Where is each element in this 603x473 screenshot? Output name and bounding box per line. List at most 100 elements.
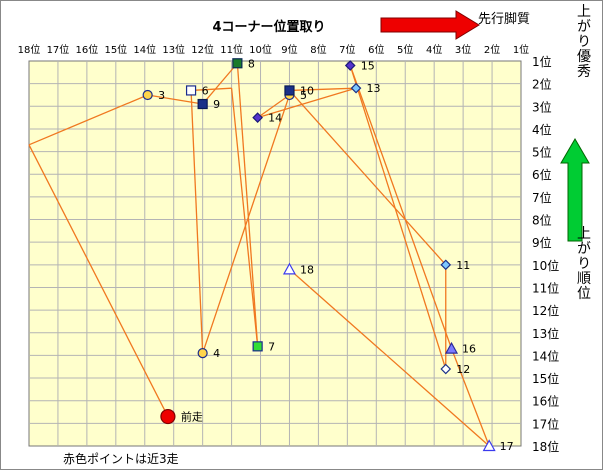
- arrow-right-icon: [380, 10, 480, 40]
- path-segment: [257, 87, 357, 119]
- x-tick-label: 6位: [368, 43, 384, 56]
- point-label: 18: [300, 263, 314, 276]
- x-tick-label: 4位: [426, 43, 442, 56]
- chart-title: 4コーナー位置取り: [212, 19, 325, 35]
- x-tick-label: 15位: [104, 43, 127, 56]
- x-tick-label: 13位: [162, 43, 185, 56]
- y-tick-label: 2位: [532, 77, 552, 92]
- point-9: 9: [197, 98, 220, 111]
- y-tick-labels: 1位 2位 3位 4位 5位 6位 7位 8位 9位 10位 11位 12位 13位 14位 15位 16位 1…: [532, 54, 559, 454]
- path-segment: [230, 88, 259, 347]
- x-tick-label: 8位: [310, 43, 326, 56]
- diamond-marker: [440, 259, 452, 271]
- right-bottom-vertical-label: 上がり順位: [575, 226, 591, 301]
- point-6: 6: [185, 84, 209, 97]
- x-tick-label: 5位: [397, 43, 413, 56]
- triangle-marker: [482, 439, 496, 452]
- diamond-marker: [350, 82, 362, 94]
- x-tick-label: 7位: [339, 43, 355, 56]
- y-tick-label: 5位: [532, 145, 552, 160]
- path-segment: [289, 87, 357, 92]
- y-tick-label: 16位: [532, 394, 559, 409]
- point-label: 17: [500, 440, 514, 453]
- point-label: 8: [248, 57, 255, 70]
- y-tick-label: 13位: [532, 326, 559, 341]
- path-segment: [289, 268, 490, 447]
- square-marker: [232, 58, 243, 69]
- path-segment: [257, 94, 290, 119]
- point-label: 14: [268, 112, 282, 125]
- x-tick-label: 12位: [191, 43, 214, 56]
- point-3: 3: [142, 89, 165, 102]
- x-tick-label: 3位: [455, 43, 471, 56]
- point-13: 13: [350, 82, 381, 95]
- square-marker: [197, 98, 208, 110]
- y-tick-label: 6位: [532, 167, 552, 182]
- point-label: 10: [300, 84, 314, 97]
- point-11: 11: [440, 259, 470, 272]
- path-segment: [147, 94, 203, 105]
- triangle-marker: [282, 262, 296, 275]
- grid: [29, 61, 521, 446]
- y-tick-label: 4位: [532, 122, 552, 137]
- point-14: 14: [252, 112, 282, 125]
- x-tick-label: 9位: [281, 43, 297, 56]
- path-segment: [450, 348, 490, 447]
- point-label: 16: [462, 343, 476, 356]
- x-tick-label: 14位: [133, 43, 156, 56]
- square-marker: [185, 85, 197, 96]
- x-tick-label: 16位: [76, 43, 99, 56]
- path-segment: [349, 65, 453, 349]
- point-16: 16: [445, 341, 476, 356]
- y-tick-label: 14位: [532, 348, 559, 363]
- point-17: 17: [482, 439, 514, 453]
- y-tick-label: 11位: [532, 280, 559, 295]
- y-tick-label: 18位: [532, 439, 559, 454]
- path-segment: [202, 94, 291, 354]
- square-marker: [284, 85, 295, 96]
- arrow-up-icon: [560, 138, 590, 242]
- footnote: 赤色ポイントは近3走: [63, 452, 179, 466]
- plot-area: [28, 60, 522, 447]
- point-label: 4: [213, 347, 220, 360]
- circle-marker: [197, 348, 208, 359]
- diamond-marker: [252, 112, 263, 123]
- series-path: [28, 62, 490, 447]
- point-label: 3: [158, 89, 165, 102]
- path-segment: [28, 144, 169, 417]
- y-tick-label: 17位: [532, 416, 559, 431]
- y-tick-label: 7位: [532, 190, 552, 205]
- y-tick-label: 15位: [532, 371, 559, 386]
- x-tick-label: 11位: [220, 43, 243, 56]
- point-15: 15: [344, 60, 375, 73]
- diamond-marker: [440, 363, 452, 375]
- path-segment: [190, 90, 204, 354]
- right-top-vertical-label: 上がり優秀: [575, 4, 591, 79]
- y-tick-label: 3位: [532, 99, 552, 114]
- point-label: 15: [361, 60, 375, 73]
- x-tick-label: 2位: [484, 43, 500, 56]
- point-10: 10: [284, 84, 314, 97]
- point-label: 前走: [181, 410, 203, 424]
- top-right-label: 先行脚質: [478, 11, 530, 27]
- data-points: 前走 3 4 5 6 7 8 9 10 11 12 13 14 15 16 17 18: [142, 57, 514, 453]
- y-tick-label: 8位: [532, 213, 552, 228]
- path-segment: [236, 63, 259, 347]
- triangle-marker: [445, 341, 459, 354]
- path-segment: [191, 87, 232, 92]
- path-segment: [349, 65, 447, 370]
- diamond-marker: [344, 60, 356, 71]
- right-bottom-label: 上がり順位: [575, 226, 591, 301]
- x-tick-label: 10位: [249, 43, 272, 56]
- point-label: 13: [367, 82, 381, 95]
- circle-marker: [142, 89, 153, 101]
- point-12: 12: [440, 363, 470, 376]
- point-7: 7: [252, 340, 275, 353]
- point-18: 18: [282, 262, 314, 276]
- point-前走: 前走: [160, 408, 203, 425]
- point-label: 9: [213, 98, 220, 111]
- circle-marker: [160, 408, 176, 425]
- point-label: 11: [456, 259, 470, 272]
- y-tick-label: 10位: [532, 258, 559, 273]
